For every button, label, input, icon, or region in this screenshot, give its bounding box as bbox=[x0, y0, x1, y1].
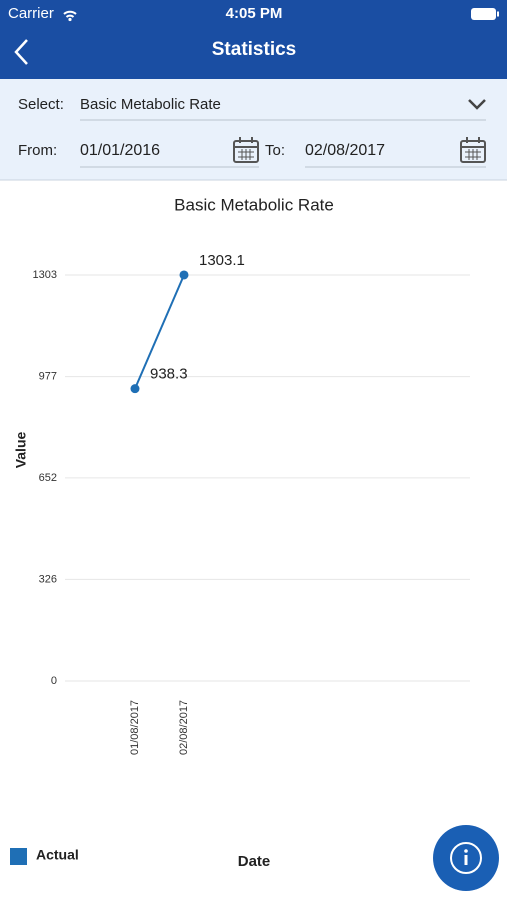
to-calendar[interactable] bbox=[460, 137, 486, 163]
back-button[interactable] bbox=[14, 39, 28, 65]
clock: 4:05 PM bbox=[226, 5, 283, 22]
x-axis-label: Date bbox=[238, 853, 271, 870]
y-tick-label: 326 bbox=[39, 573, 57, 585]
data-point bbox=[130, 384, 140, 394]
data-label: 938.3 bbox=[150, 366, 188, 383]
legend-swatch bbox=[10, 848, 27, 865]
nav-title: Statistics bbox=[212, 39, 296, 60]
nav-bar bbox=[0, 0, 507, 79]
y-tick-label: 652 bbox=[39, 472, 57, 484]
carrier: Carrier bbox=[8, 5, 54, 22]
y-tick-label: 0 bbox=[51, 675, 57, 687]
to-label: To: bbox=[265, 142, 285, 159]
y-tick-label: 1303 bbox=[33, 269, 57, 281]
y-tick-label: 977 bbox=[39, 370, 57, 382]
legend-label: Actual bbox=[36, 847, 79, 863]
select-value[interactable]: Basic Metabolic Rate bbox=[80, 96, 221, 113]
from-date[interactable]: 01/01/2016 bbox=[80, 142, 160, 159]
chart-title: Basic Metabolic Rate bbox=[174, 195, 334, 214]
wifi-icon bbox=[63, 10, 77, 18]
to-date[interactable]: 02/08/2017 bbox=[305, 142, 385, 159]
dropdown-arrow[interactable] bbox=[468, 99, 486, 110]
x-tick-label: 02/08/2017 bbox=[178, 700, 190, 755]
data-point bbox=[179, 270, 189, 280]
wifi-dot bbox=[68, 17, 72, 22]
x-tick-label: 01/08/2017 bbox=[129, 700, 141, 755]
filter-panel bbox=[0, 79, 507, 180]
select-label: Select: bbox=[18, 96, 64, 113]
from-label: From: bbox=[18, 142, 57, 159]
battery-tip bbox=[497, 11, 499, 17]
battery bbox=[471, 8, 496, 20]
data-label: 1303.1 bbox=[199, 252, 245, 269]
info-button[interactable] bbox=[433, 825, 499, 891]
from-calendar[interactable] bbox=[233, 137, 259, 163]
series-line bbox=[134, 274, 185, 390]
y-axis-label: Value bbox=[13, 432, 29, 469]
